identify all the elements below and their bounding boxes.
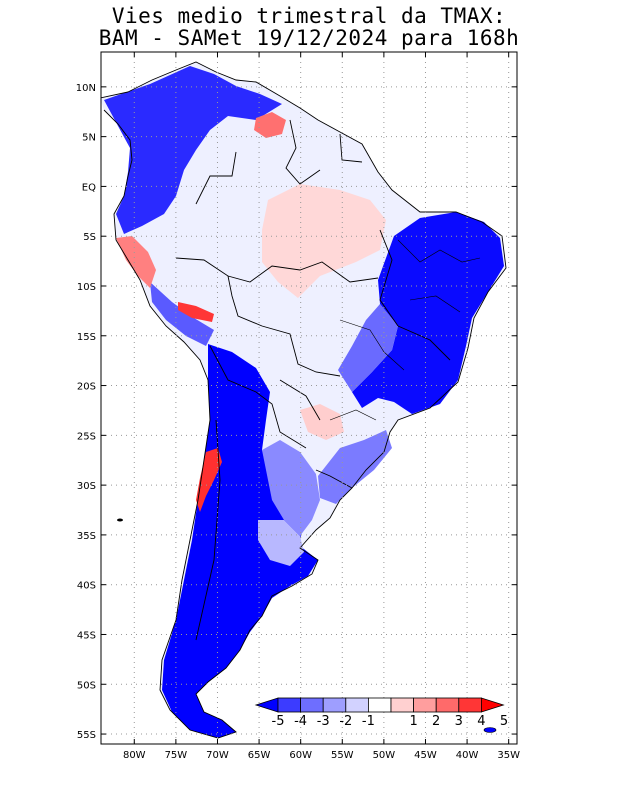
lat-tick-label: 25S — [77, 431, 96, 442]
lat-tick-label: 50S — [77, 680, 96, 691]
colorbar-high-arrow — [480, 697, 505, 713]
colorbar-label: 2 — [432, 714, 440, 729]
colorbar-swatch — [277, 697, 302, 713]
lon-tick-label: 50W — [373, 750, 396, 761]
colorbar-label: 1 — [409, 714, 417, 729]
colorbar-label: 4 — [477, 714, 485, 729]
lon-tick-label: 60W — [289, 750, 312, 761]
colorbar-label: -2 — [339, 714, 352, 729]
map-field — [101, 61, 507, 739]
island-marker — [117, 518, 123, 522]
colorbar-label: -4 — [294, 714, 307, 729]
colorbar-swatch — [390, 697, 415, 713]
lat-tick-label: 10N — [76, 83, 96, 94]
lat-tick-label: 5N — [82, 133, 96, 144]
lat-tick-label: 35S — [77, 531, 96, 542]
lon-tick-label: 40W — [456, 750, 479, 761]
colorbar-label: 3 — [455, 714, 463, 729]
state-borders — [329, 239, 481, 421]
country-borders — [101, 61, 507, 739]
falklands-islands — [483, 727, 497, 733]
colorbar-label: -3 — [317, 714, 330, 729]
lat-tick-label: 20S — [77, 382, 96, 393]
colorbar-label: -1 — [362, 714, 375, 729]
lat-tick-label: 15S — [77, 332, 96, 343]
bias-red-chile-north — [196, 448, 222, 512]
map-frame — [100, 51, 518, 745]
colorbar-swatch — [367, 697, 392, 713]
bias-red-peru-south — [178, 302, 214, 322]
colorbar-label: 5 — [500, 714, 508, 729]
lat-tick-label: 30S — [77, 481, 96, 492]
bias-red-guiana — [254, 112, 286, 138]
bias-midblue-argentina — [262, 440, 320, 536]
lon-tick-label: 65W — [248, 750, 271, 761]
bias-blue-southern-cone — [162, 344, 318, 738]
bias-blue-andes-north — [150, 282, 214, 346]
colorbar-swatch — [300, 697, 324, 713]
colorbar-label: -5 — [272, 714, 285, 729]
colorbar-swatch — [413, 697, 437, 713]
bias-blue-northwest — [104, 66, 282, 234]
lon-tick-label: 70W — [206, 750, 229, 761]
lat-tick-label: EQ — [82, 182, 96, 193]
bias-blue-central — [338, 304, 398, 392]
map-title-line2: BAM - SAMet 19/12/2024 para 168h — [98, 26, 520, 50]
map-grid — [101, 52, 517, 744]
lat-tick-label: 40S — [77, 581, 96, 592]
bias-red-peru-coast — [116, 236, 156, 288]
colorbar-swatch — [435, 697, 460, 713]
lon-tick-label: 55W — [331, 750, 354, 761]
bias-lightblue-pampas — [258, 520, 304, 566]
map-title-line1: Vies medio trimestral da TMAX: — [111, 4, 507, 28]
bias-blue-northeast-brazil — [352, 212, 504, 414]
lon-axis: 80W 75W 70W 65W 60W 55W 50W 45W 40W 35W — [123, 52, 520, 761]
lat-tick-label: 45S — [77, 630, 96, 641]
lon-tick-label: 45W — [414, 750, 437, 761]
bias-pink-amazon — [262, 184, 386, 298]
bias-pink-paraguay — [300, 404, 344, 440]
colorbar-swatch — [322, 697, 347, 713]
lon-tick-label: 35W — [497, 750, 520, 761]
colorbar: -5 -4 -3 -2 -1 1 2 3 4 5 — [254, 697, 508, 729]
colorbar-swatch — [345, 697, 369, 713]
lat-tick-label: 55S — [77, 730, 96, 741]
colorbar-swatch — [458, 697, 482, 713]
lat-tick-label: 5S — [83, 232, 96, 243]
lat-axis: 10N 5N EQ 5S 10S 15S 20S 25S 30S 35S 40S 45S 50S 55S — [76, 83, 517, 741]
lat-tick-label: 10S — [77, 282, 96, 293]
lon-tick-label: 80W — [123, 750, 146, 761]
lon-tick-label: 75W — [165, 750, 188, 761]
